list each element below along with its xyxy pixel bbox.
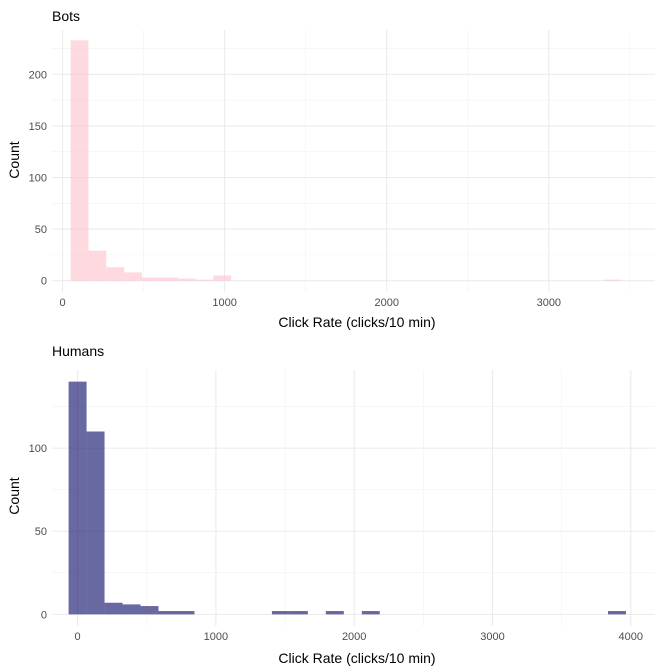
humans-histogram-bar	[271, 611, 290, 615]
humans-x-tick-label: 0	[75, 631, 81, 643]
bots-x-axis-label: Click Rate (clicks/10 min)	[278, 314, 435, 330]
humans-x-tick-label: 2000	[342, 631, 366, 643]
bots-histogram-bar	[603, 279, 622, 281]
bots-histogram-bar	[177, 278, 196, 281]
humans-histogram: Humans Click Rate (clicks/10 min) Count …	[6, 343, 655, 666]
humans-x-tick-label: 1000	[204, 631, 228, 643]
humans-histogram-bar	[104, 602, 123, 615]
bots-histogram-bar	[141, 277, 160, 281]
humans-panel-title: Humans	[52, 343, 104, 359]
humans-x-axis-label: Click Rate (clicks/10 min)	[278, 650, 435, 666]
humans-histogram-bar	[68, 381, 87, 615]
bots-histogram-bar	[106, 267, 125, 281]
humans-gridlines	[52, 370, 655, 626]
humans-histogram-bar	[361, 611, 380, 615]
bots-gridlines	[52, 30, 655, 292]
bots-x-tick-label: 0	[59, 297, 65, 309]
humans-x-tick-label: 3000	[480, 631, 504, 643]
bots-histogram-bar	[159, 277, 178, 281]
bots-y-tick-label: 200	[29, 69, 47, 81]
humans-histogram-bar	[140, 606, 159, 615]
bots-y-tick-label: 100	[29, 173, 47, 185]
bots-histogram: Bots Click Rate (clicks/10 min) Count 0 1…	[6, 8, 655, 330]
humans-y-axis-label: Count	[6, 477, 22, 514]
bots-bars	[70, 40, 622, 281]
bots-panel-title: Bots	[52, 8, 80, 24]
humans-histogram-bar	[607, 611, 626, 615]
humans-histogram-bar	[158, 611, 177, 615]
humans-histogram-bar	[122, 604, 141, 615]
humans-histogram-bar	[289, 611, 308, 615]
bots-y-tick-label: 50	[35, 224, 47, 236]
humans-x-tick-label: 4000	[619, 631, 643, 643]
humans-bars	[68, 381, 626, 615]
humans-y-tick-label: 0	[41, 609, 47, 621]
bots-x-tick-label: 2000	[374, 297, 398, 309]
bots-histogram-bar	[70, 40, 89, 281]
humans-y-tick-label: 50	[35, 526, 47, 538]
bots-histogram-bar	[124, 272, 142, 281]
bots-y-tick-label: 0	[41, 276, 47, 288]
bots-x-tick-label: 1000	[212, 297, 236, 309]
humans-histogram-bar	[86, 431, 105, 615]
humans-histogram-bar	[176, 611, 195, 615]
bots-histogram-bar	[213, 275, 232, 281]
bots-y-tick-label: 150	[29, 121, 47, 133]
bots-histogram-bar	[195, 279, 214, 281]
bots-y-axis-label: Count	[6, 141, 22, 178]
bots-histogram-bar	[88, 250, 107, 281]
humans-y-tick-label: 100	[29, 443, 47, 455]
humans-histogram-bar	[325, 611, 344, 615]
bots-x-tick-label: 3000	[537, 297, 561, 309]
